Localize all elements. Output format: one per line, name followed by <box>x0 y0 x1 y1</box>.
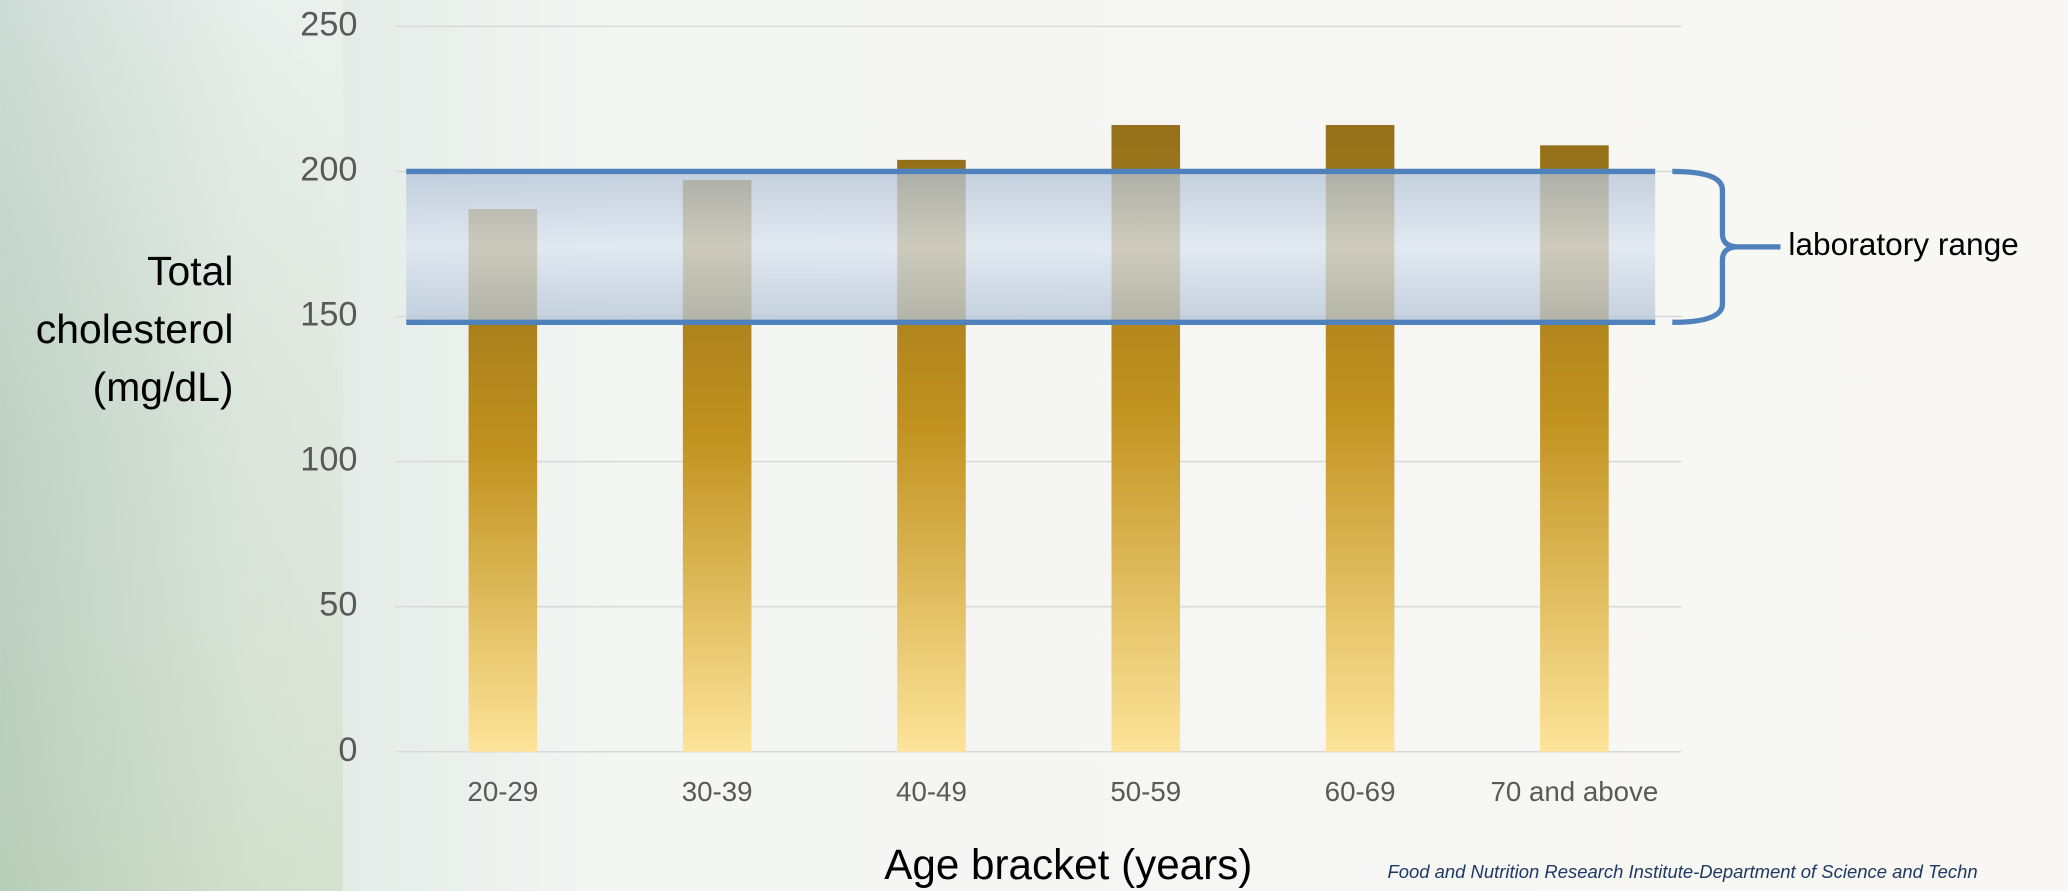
y-tick-label: 100 <box>300 441 357 479</box>
y-axis-title: Total <box>147 248 233 294</box>
range-brace <box>1672 168 1781 325</box>
y-tick-label: 150 <box>300 296 357 334</box>
x-tick-label: 30-39 <box>682 776 753 807</box>
y-tick-label: 200 <box>300 151 357 189</box>
x-tick-label: 70 and above <box>1490 776 1658 807</box>
y-tick-label: 0 <box>338 731 357 769</box>
source-note: Food and Nutrition Research Institute-De… <box>1387 861 1977 882</box>
y-tick-label: 250 <box>300 5 357 43</box>
x-tick-label: 20-29 <box>467 776 538 807</box>
x-tick-label: 40-49 <box>896 776 967 807</box>
range-band <box>406 171 1656 323</box>
x-tick-label: 60-69 <box>1325 776 1396 807</box>
range-label: laboratory range <box>1788 226 2018 262</box>
y-axis-title: (mg/dL) <box>93 364 234 410</box>
y-axis-title: cholesterol <box>36 306 234 352</box>
x-tick-label: 50-59 <box>1110 776 1181 807</box>
background-landscape <box>0 0 343 891</box>
y-tick-label: 50 <box>319 586 357 624</box>
x-axis-title: Age bracket (years) <box>884 841 1252 888</box>
plot-area: 0 50 100 150 200 250 Total cholesterol (mg/dL) 20… <box>36 5 2019 807</box>
